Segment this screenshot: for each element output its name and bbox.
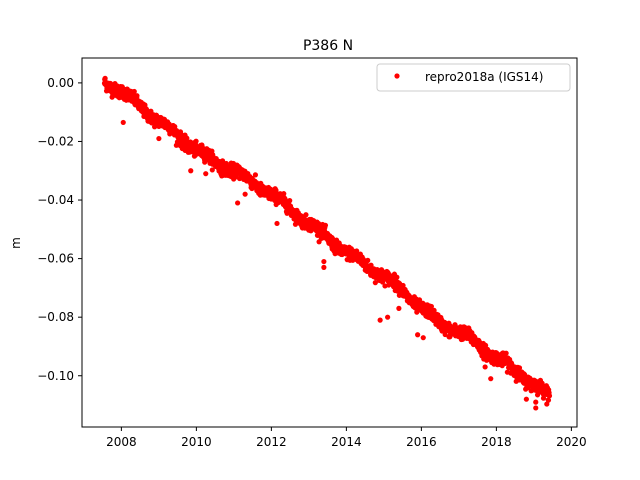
x-tick-label: 2018 (481, 435, 512, 449)
data-point (131, 88, 137, 95)
legend-marker (394, 73, 400, 79)
data-point (303, 212, 309, 218)
y-tick-label: −0.04 (37, 193, 74, 207)
data-point (120, 119, 126, 126)
data-point (372, 280, 378, 286)
data-point (533, 405, 539, 411)
x-axis: 2008 2010 2012 2014 2016 2018 2020 (106, 427, 587, 449)
x-tick-label: 2010 (181, 435, 212, 449)
data-point (220, 162, 226, 168)
y-tick-label: −0.10 (37, 369, 74, 383)
y-axis-label: m (9, 237, 23, 249)
data-point (321, 258, 327, 265)
data-points (101, 75, 553, 411)
data-point (365, 257, 371, 263)
data-point (523, 396, 529, 402)
data-point (428, 303, 434, 310)
legend: repro2018a (IGS14) (376, 63, 571, 92)
data-point (193, 138, 199, 144)
data-point (396, 305, 402, 311)
data-point (281, 191, 287, 197)
data-point (546, 393, 553, 399)
data-point (287, 197, 293, 204)
data-point (156, 135, 162, 142)
x-tick-label: 2020 (556, 435, 587, 449)
data-point (385, 314, 391, 320)
x-tick-label: 2012 (256, 435, 287, 449)
legend-box (376, 63, 571, 92)
data-point (420, 335, 426, 341)
data-point (503, 350, 509, 356)
data-point (483, 342, 489, 349)
data-point (203, 171, 209, 177)
data-point (321, 264, 327, 270)
x-tick-label: 2008 (106, 435, 137, 449)
data-point (544, 401, 550, 407)
data-point (545, 397, 552, 403)
data-point (134, 93, 140, 99)
data-point (442, 331, 448, 338)
data-point (242, 191, 248, 197)
x-tick-label: 2014 (331, 435, 362, 449)
x-tick-label: 2016 (406, 435, 437, 449)
data-point (460, 336, 466, 342)
data-point (188, 168, 194, 174)
data-point (252, 172, 259, 178)
data-point (488, 376, 494, 382)
data-point (322, 222, 329, 228)
data-point (482, 364, 488, 370)
data-point (533, 399, 539, 405)
chart-title: P386 N (303, 38, 353, 54)
data-point (415, 332, 421, 338)
data-point (235, 200, 241, 206)
data-point (354, 248, 360, 254)
data-point (516, 365, 523, 371)
data-point (377, 317, 383, 323)
y-axis: 0.00 −0.02 −0.04 −0.06 −0.08 −0.10 (37, 76, 82, 383)
y-tick-label: −0.02 (37, 134, 74, 148)
data-point (394, 274, 400, 280)
y-tick-label: −0.08 (37, 310, 74, 324)
data-point (209, 167, 215, 173)
data-point (274, 220, 280, 227)
plot-frame (81, 57, 578, 428)
legend-label: repro2018a (IGS14) (425, 70, 543, 84)
y-tick-label: 0.00 (47, 76, 74, 90)
data-point (172, 124, 178, 130)
y-tick-label: −0.06 (37, 252, 74, 266)
